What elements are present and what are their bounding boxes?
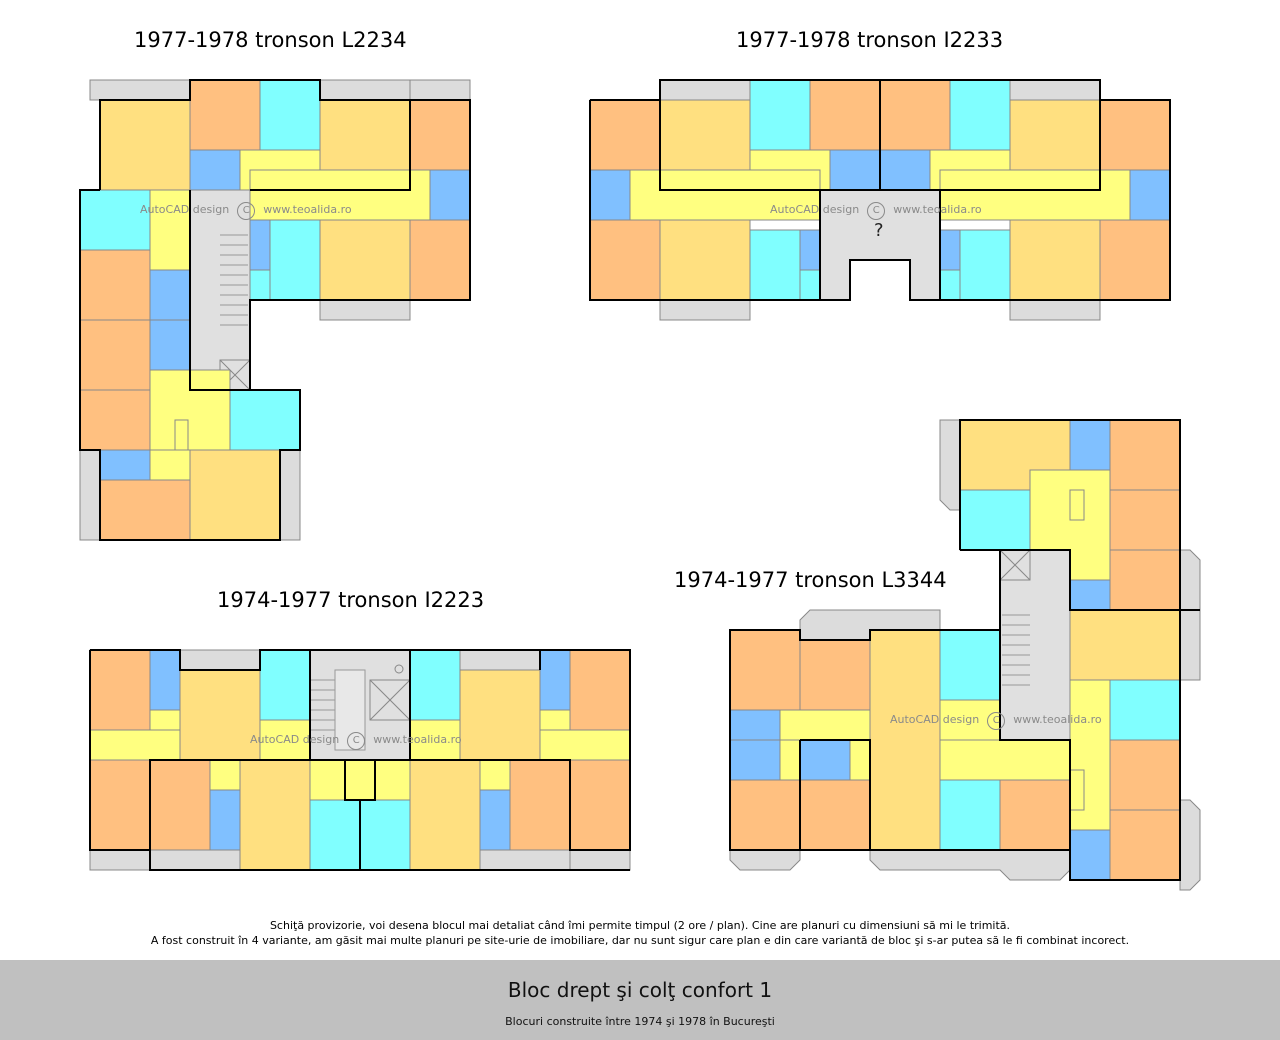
watermark-text: AutoCAD design (770, 203, 860, 216)
copyright-icon: C (987, 712, 1006, 730)
copyright-icon: C (867, 202, 886, 220)
floor-plan-l2234 (79, 79, 471, 541)
copyright-icon: C (237, 202, 256, 220)
watermark-text: AutoCAD design (890, 713, 980, 726)
plan-title-i2233: 1977-1978 tronson I2233 (736, 28, 1004, 52)
footer-subtitle: Blocuri construite între 1974 şi 1978 în… (505, 1015, 775, 1028)
floor-plan-i2233 (589, 79, 1171, 321)
plan-title-i2223: 1974-1977 tronson I2223 (217, 588, 485, 612)
plan-title-l3344: 1974-1977 tronson L3344 (674, 568, 947, 592)
watermark-text: AutoCAD design (140, 203, 230, 216)
watermark-url: www.teoalida.ro (1013, 713, 1102, 726)
watermark-url: www.teoalida.ro (373, 733, 462, 746)
watermark-url: www.teoalida.ro (893, 203, 982, 216)
footer-bar: Bloc drept şi colţ confort 1 Blocuri con… (0, 960, 1280, 1040)
note-line-2: A fost construit în 4 variante, am găsit… (150, 934, 1130, 947)
watermark-url: www.teoalida.ro (263, 203, 352, 216)
floor-plan-l3344 (729, 419, 1201, 891)
floor-plans-drawing (79, 79, 1201, 891)
copyright-icon: C (347, 732, 366, 750)
floor-plan-i2223 (89, 649, 631, 871)
watermark-text: AutoCAD design (250, 733, 340, 746)
plan-title-l2234: 1977-1978 tronson L2234 (134, 28, 407, 52)
footer-title: Bloc drept şi colţ confort 1 (507, 978, 773, 1002)
unknown-stair-marker: ? (874, 220, 884, 241)
note-line-1: Schiţă provizorie, voi desena blocul mai… (269, 919, 1011, 932)
